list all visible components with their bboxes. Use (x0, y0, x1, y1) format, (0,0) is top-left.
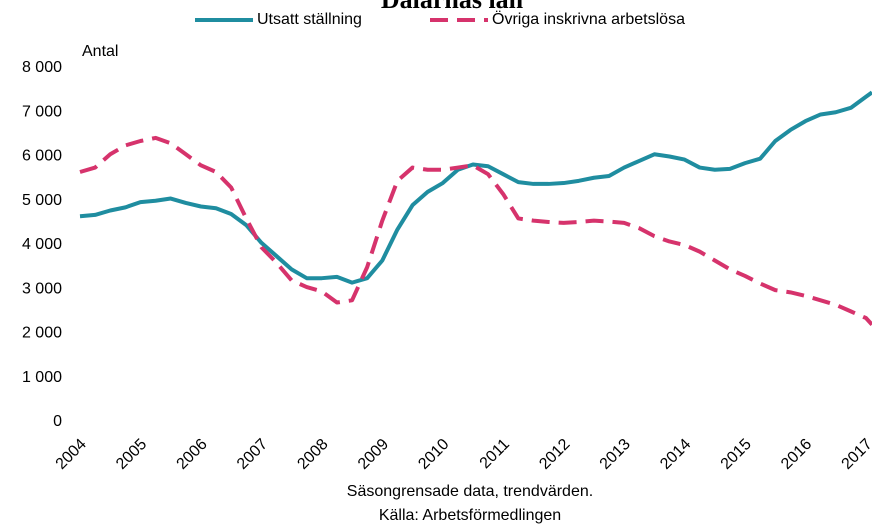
x-tick-label: 2012 (536, 436, 573, 473)
x-tick-label: 2015 (718, 436, 755, 473)
x-tick-label: 2005 (113, 436, 150, 473)
y-tick-label: 0 (53, 413, 62, 430)
x-tick-label: 2016 (778, 436, 815, 473)
note: Källa: Arbetsförmedlingen (379, 507, 561, 524)
y-tick-label: 2 000 (22, 325, 62, 342)
x-tick-label: 2011 (477, 436, 513, 472)
x-tick-label: 2008 (294, 436, 331, 473)
series-line (79, 90, 872, 285)
x-tick-label: 2009 (355, 436, 392, 473)
x-tick-label: 2004 (53, 436, 90, 473)
x-tick-label: 2010 (415, 436, 452, 473)
x-tick-label: 2017 (839, 436, 872, 473)
x-tick-label: 2013 (597, 436, 634, 473)
y-tick-label: 5 000 (22, 192, 62, 209)
y-tick-label: 8 000 (22, 59, 62, 76)
legend-label: Övriga inskrivna arbetslösa (492, 10, 685, 28)
y-axis-label: Antal (82, 43, 118, 60)
chart-title: Dalarnas län (381, 0, 524, 14)
y-tick-label: 1 000 (22, 369, 62, 386)
y-tick-label: 4 000 (22, 236, 62, 253)
y-tick-label: 7 000 (22, 103, 62, 120)
series-line (79, 135, 872, 326)
x-tick-label: 2014 (657, 436, 694, 473)
legend-label: Utsatt ställning (257, 11, 362, 28)
x-tick-label: 2007 (234, 436, 271, 473)
note: Säsongrensade data, trendvärden. (347, 483, 593, 500)
x-tick-label: 2006 (174, 436, 211, 473)
y-tick-label: 3 000 (22, 280, 62, 297)
y-tick-label: 6 000 (22, 148, 62, 165)
